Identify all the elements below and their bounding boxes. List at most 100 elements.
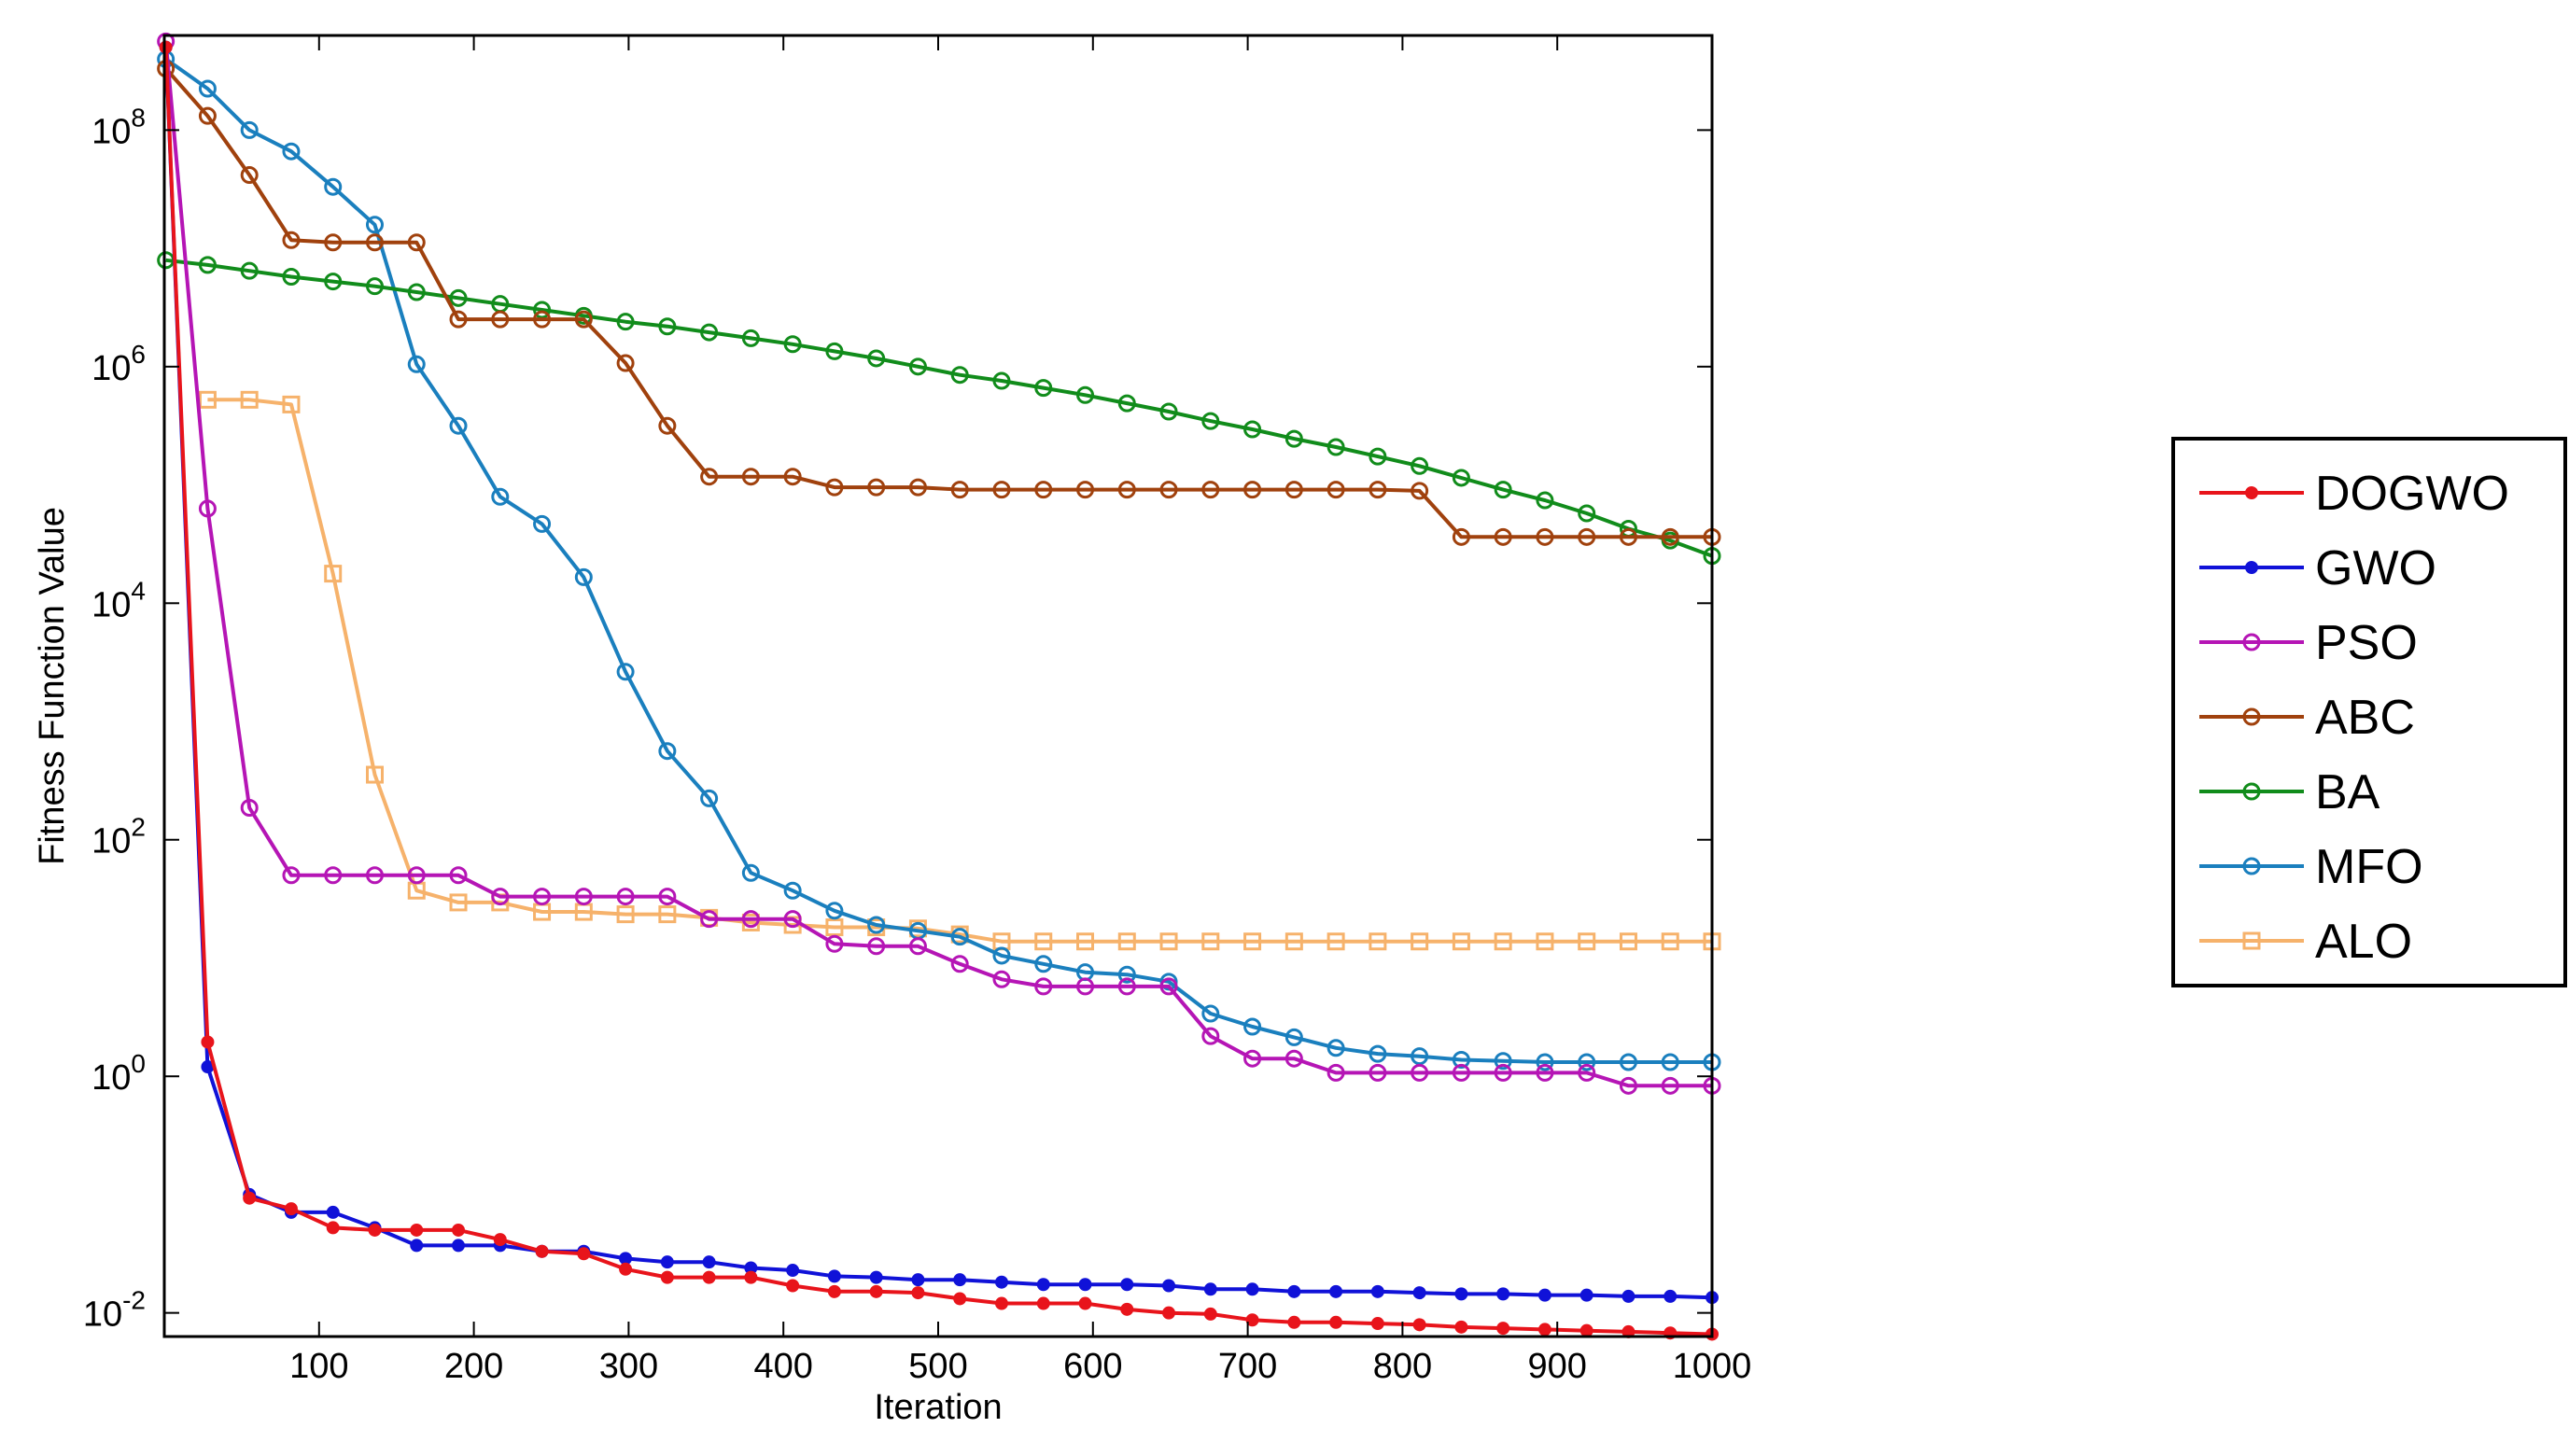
data-point-alo [1578,932,1596,951]
x-tick-label: 600 [1063,1347,1122,1386]
x-tick-label: 1000 [1673,1347,1752,1386]
data-point-mfo [533,514,552,533]
data-point-abc [992,481,1011,499]
data-point-gwo [1203,1282,1217,1296]
data-point-ba [324,273,343,291]
data-point-abc [491,310,510,329]
data-point-pso [1201,1027,1220,1045]
data-point-dogwo [702,1270,716,1284]
data-point-alo [1452,932,1470,951]
legend-entry-abc: ABC [2199,691,2415,745]
x-tick-label: 400 [753,1347,812,1386]
x-tick-label: 800 [1373,1347,1432,1386]
data-point-dogwo [911,1286,925,1300]
data-point-dogwo [1537,1323,1551,1337]
data-point-mfo [1411,1047,1429,1066]
legend-marker-pso [2242,633,2261,651]
data-point-gwo [1664,1289,1678,1303]
data-point-gwo [827,1269,841,1283]
data-point-dogwo [159,40,173,54]
data-point-pso [950,955,969,973]
data-point-mfo [783,881,802,900]
data-point-ba [1369,447,1387,466]
plot-area [157,32,1721,1341]
data-point-abc [1452,527,1470,546]
data-point-abc [1243,481,1262,499]
data-point-ba [240,261,259,280]
data-point-pso [1536,1063,1554,1082]
data-point-dogwo [410,1223,424,1237]
data-point-pso [533,888,552,906]
data-point-ba [365,277,384,296]
data-point-pso [1494,1063,1512,1082]
data-point-abc [783,468,802,486]
data-point-mfo [700,789,719,807]
data-point-abc [950,481,969,499]
legend-entry-alo: ALO [2199,915,2412,969]
data-point-gwo [1078,1278,1092,1292]
data-point-gwo [869,1270,883,1284]
data-point-dogwo [1412,1318,1426,1332]
series-line-dogwo [163,47,1713,1337]
x-tick-label: 200 [444,1347,503,1386]
data-point-gwo [326,1205,340,1219]
data-point-dogwo [326,1221,340,1235]
data-point-abc [449,310,468,329]
data-point-alo [365,765,384,784]
data-point-alo [658,905,677,924]
data-point-ba [867,349,886,368]
series-mfo [157,49,1721,1071]
data-point-pso [741,910,760,929]
data-point-pso [365,866,384,885]
data-point-ba [282,268,301,287]
series-line-alo [207,398,1712,944]
legend-label-mfo: MFO [2315,840,2423,894]
data-point-alo [1076,932,1095,951]
legend-entry-ba: BA [2199,765,2380,819]
data-point-mfo [1661,1053,1679,1071]
data-point-gwo [1287,1284,1301,1298]
legend-label-gwo: GWO [2315,541,2436,595]
data-point-alo [1536,932,1554,951]
data-point-pso [1327,1063,1345,1082]
data-point-dogwo [1579,1323,1593,1337]
data-point-abc [1411,482,1429,500]
data-point-dogwo [1245,1313,1259,1327]
data-point-mfo [1578,1053,1596,1071]
data-point-dogwo [201,1035,215,1049]
data-point-mfo [992,946,1011,965]
data-point-pso [1578,1063,1596,1082]
data-point-alo [1117,932,1136,951]
data-point-ba [616,313,635,331]
data-point-alo [240,390,259,409]
data-point-alo [1411,932,1429,951]
data-point-gwo [619,1252,633,1266]
data-point-ba [1284,429,1303,448]
series-gwo [159,40,1719,1305]
data-point-mfo [1243,1017,1262,1036]
data-point-ba [908,357,927,376]
data-point-pso [407,866,426,885]
data-point-mfo [282,142,301,161]
data-point-mfo [616,663,635,681]
legend-marker-ba [2242,782,2261,801]
data-point-ba [1327,438,1345,456]
data-point-gwo [702,1255,716,1269]
data-point-dogwo [1454,1320,1468,1334]
data-point-alo [616,905,635,924]
data-point-gwo [1621,1289,1635,1303]
legend-entry-pso: PSO [2199,616,2418,670]
data-point-abc [1578,527,1596,546]
data-point-abc [1159,481,1178,499]
legend-box [2171,437,2567,987]
data-point-dogwo [577,1247,591,1261]
data-point-dogwo [493,1233,507,1247]
legend-marker-gwo [2245,561,2258,574]
data-point-gwo [660,1255,674,1269]
data-point-dogwo [1496,1322,1510,1336]
data-point-abc [574,310,593,329]
data-point-mfo [950,928,969,946]
x-tick-label: 900 [1527,1347,1586,1386]
data-point-pso [1661,1076,1679,1095]
data-point-pso [700,910,719,929]
